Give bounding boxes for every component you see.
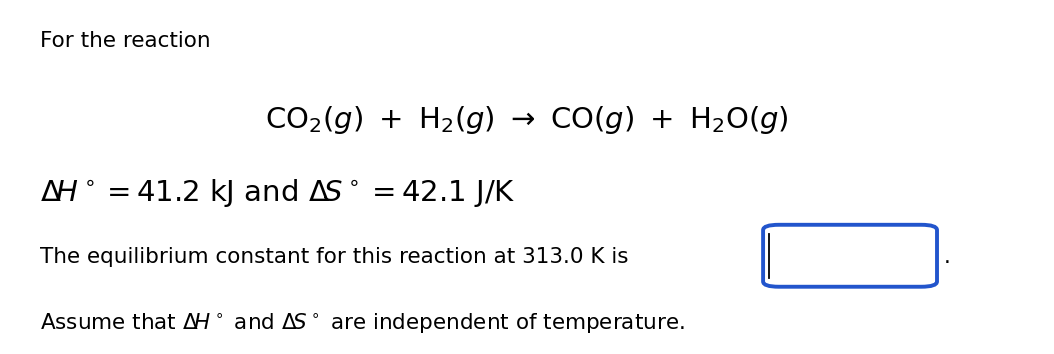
Text: Assume that $\Delta\!\mathit{H}^\circ$ and $\Delta\!\mathit{S}^\circ$ are indepe: Assume that $\Delta\!\mathit{H}^\circ$ a… <box>40 312 685 336</box>
Text: For the reaction: For the reaction <box>40 31 211 51</box>
Text: The equilibrium constant for this reaction at 313.0 K is: The equilibrium constant for this reacti… <box>40 247 628 267</box>
Text: $\Delta\!\mathit{H}^\circ = 41.2\ \mathrm{kJ\ and}\ \Delta\!\mathit{S}^\circ = 4: $\Delta\!\mathit{H}^\circ = 41.2\ \mathr… <box>40 177 515 209</box>
FancyBboxPatch shape <box>763 225 937 287</box>
Text: .: . <box>943 247 951 267</box>
Text: $\mathrm{CO_2}(g)\ +\ \mathrm{H_2}(g)\ \rightarrow\ \mathrm{CO}(g)\ +\ \mathrm{H: $\mathrm{CO_2}(g)\ +\ \mathrm{H_2}(g)\ \… <box>266 104 788 136</box>
